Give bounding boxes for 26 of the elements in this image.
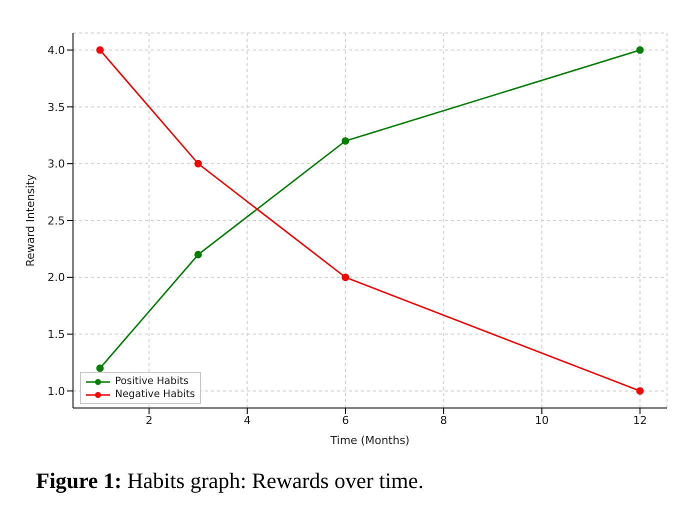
point (194, 250, 202, 258)
point (96, 46, 104, 54)
x-tick-label: 2 (146, 414, 153, 427)
y-tick-label: 4.0 (48, 44, 65, 57)
legend-label: Positive Habits (115, 376, 189, 387)
caption: Figure 1: Habits graph: Rewards over time. (36, 468, 425, 494)
y-tick-label: 1.0 (48, 384, 65, 398)
point (342, 137, 350, 145)
x-tick-label: 6 (342, 414, 349, 427)
point (636, 387, 644, 395)
x-tick-label: 12 (633, 414, 647, 427)
point (194, 160, 202, 168)
y-tick-label: 3.0 (48, 158, 65, 171)
point (342, 274, 350, 282)
y-tick-label: 2.5 (48, 214, 65, 228)
x-axis-title: Time (Months) (329, 434, 410, 447)
y-tick-label: 3.5 (48, 100, 65, 114)
x-tick-label: 4 (244, 414, 251, 427)
x-tick-label: 8 (440, 414, 448, 427)
y-axis-title: Reward Intensity (24, 174, 37, 267)
legend-label: Negative Habits (115, 389, 195, 400)
x-tick-label: 10 (534, 414, 549, 427)
point (636, 46, 644, 54)
y-tick-label: 1.5 (48, 328, 65, 342)
point (96, 364, 104, 372)
y-tick-label: 2.0 (48, 271, 65, 284)
